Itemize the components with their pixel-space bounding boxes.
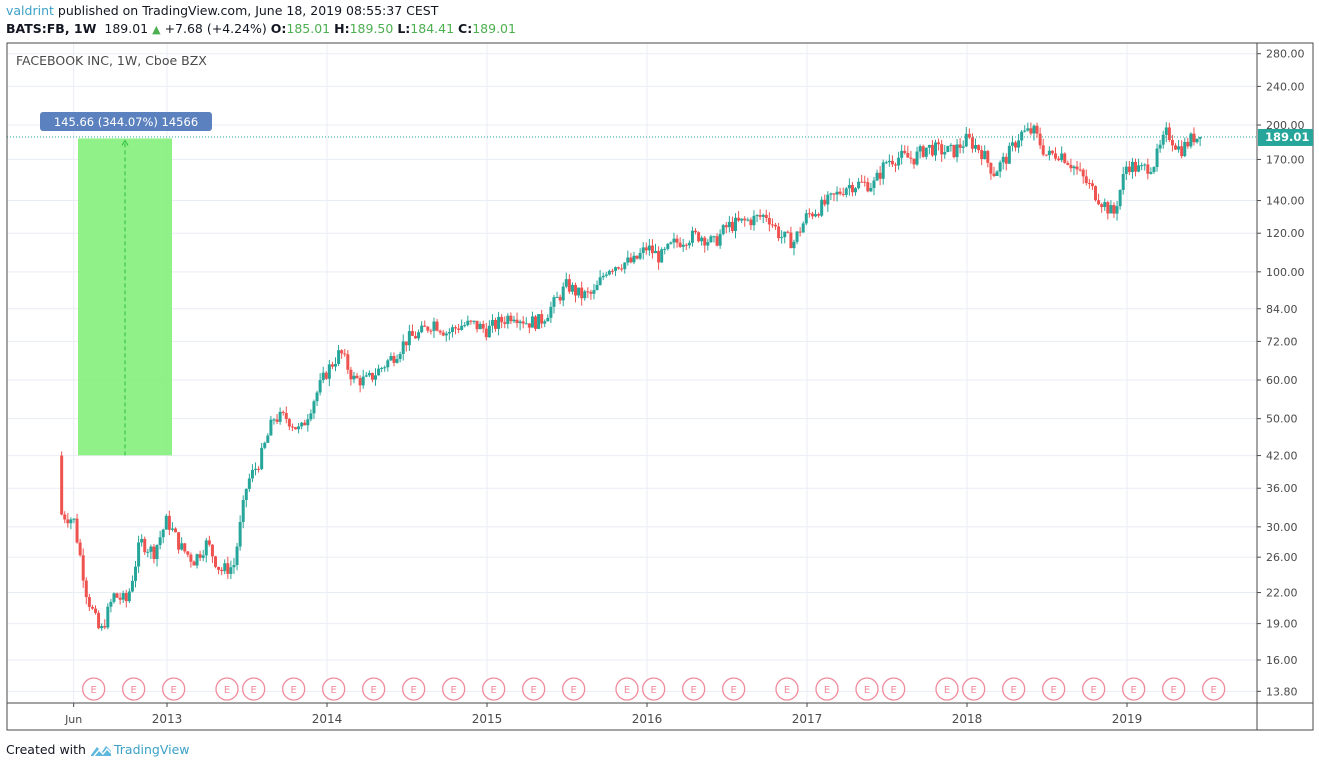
svg-text:E: E <box>864 685 870 696</box>
svg-text:2015: 2015 <box>472 712 503 726</box>
svg-text:E: E <box>1171 685 1177 696</box>
price-axis[interactable]: 280.00 240.00 200.00 170.00 140.00 120.00 100.… <box>1257 48 1305 699</box>
svg-text:E: E <box>1211 685 1217 696</box>
svg-text:Jun: Jun <box>64 713 82 726</box>
svg-text:E: E <box>491 685 497 696</box>
candlestick-series <box>60 122 1202 631</box>
symbol-info-bar: BATS:FB, 1W 189.01 ▲ +7.68 (+4.24%) O:18… <box>6 21 516 36</box>
svg-text:E: E <box>451 685 457 696</box>
svg-text:E: E <box>944 685 950 696</box>
svg-text:E: E <box>224 685 230 696</box>
svg-text:E: E <box>371 685 377 696</box>
svg-text:2014: 2014 <box>312 712 343 726</box>
svg-text:200.00: 200.00 <box>1266 119 1305 132</box>
svg-text:50.00: 50.00 <box>1266 413 1298 426</box>
svg-text:E: E <box>971 685 977 696</box>
svg-text:E: E <box>571 685 577 696</box>
publish-info: valdrint published on TradingView.com, J… <box>6 3 438 18</box>
measure-tool[interactable] <box>78 138 172 456</box>
publish-text: published on TradingView.com, June 18, 2… <box>53 3 439 18</box>
open-label: O: <box>270 21 287 36</box>
price-change: +7.68 (+4.24%) <box>164 21 267 36</box>
price-chart[interactable]: E E E E E E E E E E E E E E E E E E E E E E E E E E E E E 280.00 240.… <box>0 0 1319 740</box>
svg-text:E: E <box>1131 685 1137 696</box>
chart-frame <box>6 42 1314 731</box>
svg-text:140.00: 140.00 <box>1266 195 1305 208</box>
symbol-label: BATS:FB, 1W <box>6 21 97 36</box>
up-triangle-icon: ▲ <box>152 23 161 36</box>
svg-text:E: E <box>131 685 137 696</box>
svg-text:E: E <box>91 685 97 696</box>
svg-text:170.00: 170.00 <box>1266 153 1305 166</box>
svg-text:145.66 (344.07%) 14566: 145.66 (344.07%) 14566 <box>54 115 198 129</box>
svg-text:E: E <box>651 685 657 696</box>
svg-text:60.00: 60.00 <box>1266 374 1298 387</box>
svg-text:240.00: 240.00 <box>1266 80 1305 93</box>
author-link[interactable]: valdrint <box>6 3 54 18</box>
svg-text:2013: 2013 <box>152 712 183 726</box>
svg-text:72.00: 72.00 <box>1266 335 1298 348</box>
svg-text:26.00: 26.00 <box>1266 551 1298 564</box>
close-value: 189.01 <box>472 21 516 36</box>
last-price-label: 189.01 <box>1258 128 1313 146</box>
svg-text:2019: 2019 <box>1112 712 1143 726</box>
svg-text:16.00: 16.00 <box>1266 654 1298 667</box>
svg-text:2018: 2018 <box>952 712 983 726</box>
svg-text:100.00: 100.00 <box>1266 266 1305 279</box>
svg-text:30.00: 30.00 <box>1266 521 1298 534</box>
chart-title: FACEBOOK INC, 1W, Cboe BZX <box>16 53 207 68</box>
svg-text:E: E <box>824 685 830 696</box>
tradingview-logo-icon[interactable] <box>90 743 112 757</box>
low-label: L: <box>397 21 411 36</box>
tradingview-link[interactable]: TradingView <box>113 742 190 757</box>
svg-text:E: E <box>784 685 790 696</box>
svg-text:84.00: 84.00 <box>1266 303 1298 316</box>
svg-text:2017: 2017 <box>792 712 823 726</box>
measure-label: 145.66 (344.07%) 14566 <box>40 112 212 131</box>
svg-text:120.00: 120.00 <box>1266 227 1305 240</box>
close-label: C: <box>458 21 473 36</box>
svg-text:E: E <box>291 685 297 696</box>
svg-text:E: E <box>1051 685 1057 696</box>
svg-text:E: E <box>1011 685 1017 696</box>
time-axis[interactable]: Jun 2013 2014 2015 2016 2017 2018 2019 <box>64 703 1142 726</box>
svg-text:E: E <box>691 685 697 696</box>
svg-text:E: E <box>171 685 177 696</box>
svg-text:E: E <box>1091 685 1097 696</box>
svg-text:2016: 2016 <box>632 712 663 726</box>
svg-text:E: E <box>731 685 737 696</box>
footer: Created with TradingView <box>6 742 190 757</box>
created-with-text: Created with <box>6 742 86 757</box>
svg-text:13.80: 13.80 <box>1266 685 1298 698</box>
svg-text:19.00: 19.00 <box>1266 618 1298 631</box>
last-price: 189.01 <box>104 21 149 36</box>
svg-text:E: E <box>624 685 630 696</box>
low-value: 184.41 <box>410 21 455 36</box>
svg-text:E: E <box>891 685 897 696</box>
svg-text:E: E <box>331 685 337 696</box>
svg-text:189.01: 189.01 <box>1265 130 1309 144</box>
svg-text:22.00: 22.00 <box>1266 587 1298 600</box>
svg-text:36.00: 36.00 <box>1266 482 1298 495</box>
svg-text:E: E <box>531 685 537 696</box>
open-value: 185.01 <box>286 21 331 36</box>
svg-text:42.00: 42.00 <box>1266 450 1298 463</box>
high-value: 189.50 <box>349 21 394 36</box>
svg-text:280.00: 280.00 <box>1266 48 1305 61</box>
svg-text:E: E <box>411 685 417 696</box>
high-label: H: <box>334 21 350 36</box>
chart-grid <box>7 43 1257 703</box>
svg-text:E: E <box>251 685 257 696</box>
